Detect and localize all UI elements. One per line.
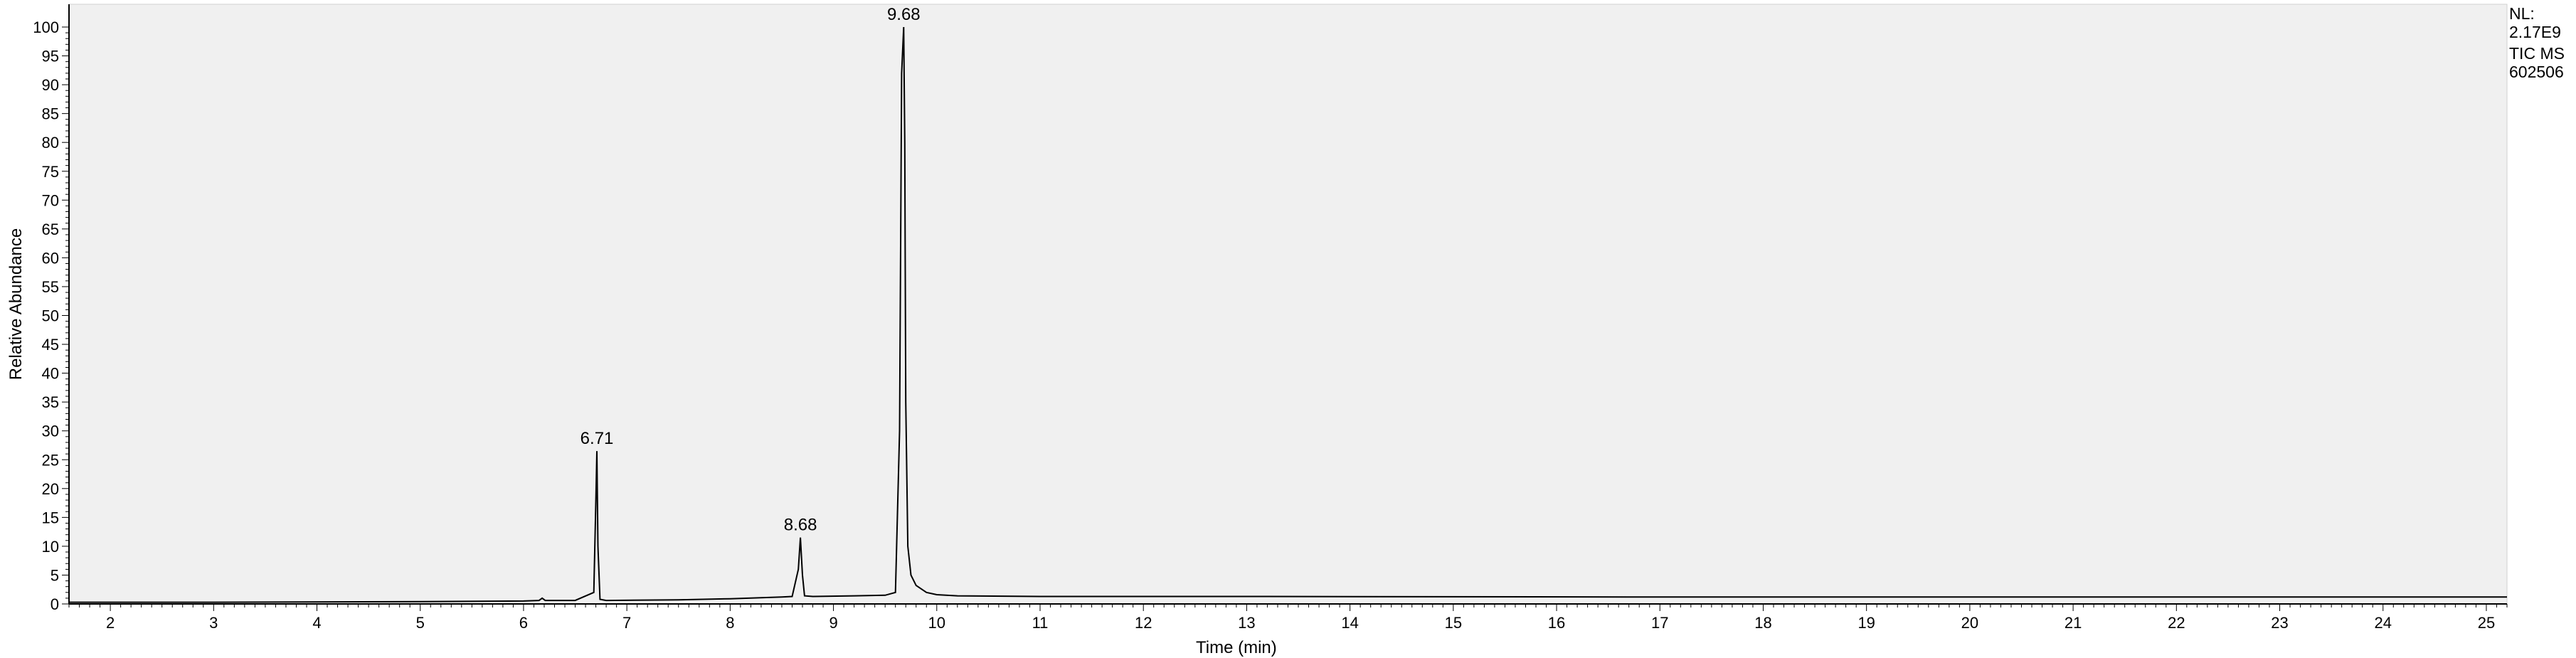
y-tick-label: 15 [42, 509, 59, 526]
y-tick-label: 90 [42, 76, 59, 94]
x-tick-label: 11 [1032, 614, 1049, 632]
y-tick-label: 55 [42, 278, 59, 296]
x-tick-label: 7 [622, 614, 631, 632]
x-tick-label: 22 [2168, 614, 2185, 632]
sample-name-label: 602506 [2509, 63, 2564, 81]
x-tick-label: 5 [416, 614, 425, 632]
peak-labels: 6.71 8.68 9.68 [581, 5, 921, 535]
x-tick-label: 25 [2478, 614, 2495, 632]
normalization-level-label: NL: [2509, 4, 2535, 23]
x-tick-label: 24 [2375, 614, 2392, 632]
x-tick-label: 10 [928, 614, 945, 632]
y-tick-label: 75 [42, 163, 59, 181]
y-tick-label: 5 [51, 566, 59, 584]
tic-trace-line [69, 26, 2507, 603]
y-axis-label: Relative Abundance [6, 228, 26, 381]
normalization-level-value: 2.17E9 [2509, 23, 2561, 41]
peak-label: 6.71 [581, 429, 614, 448]
x-tick-label: 12 [1135, 614, 1152, 632]
x-tick-label: 16 [1548, 614, 1565, 632]
y-tick-label: 100 [33, 18, 59, 36]
y-tick-label: 0 [51, 595, 59, 613]
plot-area [68, 4, 2508, 605]
x-tick-label: 6 [519, 614, 528, 632]
x-tick-label: 4 [312, 614, 321, 632]
y-tick-label: 35 [42, 393, 59, 411]
y-tick-label: 10 [42, 538, 59, 556]
x-tick-label: 13 [1238, 614, 1255, 632]
x-tick-label: 23 [2271, 614, 2288, 632]
y-tick-label: 65 [42, 221, 59, 238]
x-tick-label: 2 [106, 614, 115, 632]
y-tick-label: 60 [42, 249, 59, 267]
x-tick-label: 14 [1341, 614, 1358, 632]
y-tick-label: 20 [42, 480, 59, 498]
peak-label: 8.68 [784, 516, 817, 535]
x-tick-label: 15 [1445, 614, 1462, 632]
x-axis-ticks: 2 3 4 5 6 7 8 9 10 11 12 13 14 15 16 17 18 19 20 21 22 23 24 25 [68, 604, 2508, 632]
x-tick-label: 17 [1651, 614, 1668, 632]
x-tick-label: 9 [829, 614, 837, 632]
y-tick-label: 45 [42, 336, 59, 354]
y-tick-label: 30 [42, 423, 59, 440]
x-tick-label: 21 [2064, 614, 2082, 632]
y-tick-label: 50 [42, 307, 59, 325]
x-tick-label: 3 [209, 614, 218, 632]
y-tick-label: 95 [42, 48, 59, 65]
x-tick-label: 20 [1961, 614, 1978, 632]
scan-filter-label: TIC MS [2509, 44, 2565, 63]
x-tick-label: 8 [726, 614, 734, 632]
y-tick-label: 80 [42, 134, 59, 152]
y-tick-label: 85 [42, 105, 59, 123]
y-axis-ticks: 0 5 10 15 20 25 30 35 40 45 50 55 60 65 70 75 80 85 90 95 10… [33, 18, 69, 613]
peak-label: 9.68 [887, 5, 921, 24]
y-tick-label: 70 [42, 191, 59, 209]
x-tick-label: 19 [1857, 614, 1875, 632]
y-tick-label: 40 [42, 365, 59, 383]
x-tick-label: 18 [1754, 614, 1771, 632]
x-axis-label: Time (min) [1196, 638, 1277, 657]
y-tick-label: 25 [42, 451, 59, 469]
